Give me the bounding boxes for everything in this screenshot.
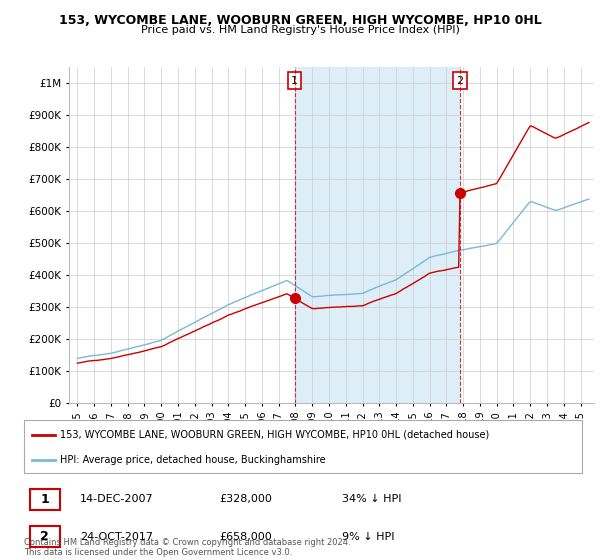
Text: 9% ↓ HPI: 9% ↓ HPI [342, 531, 395, 542]
Text: 24-OCT-2017: 24-OCT-2017 [80, 531, 153, 542]
Text: 2: 2 [456, 76, 463, 86]
Text: £658,000: £658,000 [220, 531, 272, 542]
Text: 34% ↓ HPI: 34% ↓ HPI [342, 494, 401, 504]
Text: 153, WYCOMBE LANE, WOOBURN GREEN, HIGH WYCOMBE, HP10 0HL: 153, WYCOMBE LANE, WOOBURN GREEN, HIGH W… [59, 14, 541, 27]
Bar [295, 67, 460, 403]
Text: 153, WYCOMBE LANE, WOOBURN GREEN, HIGH WYCOMBE, HP10 0HL (detached house): 153, WYCOMBE LANE, WOOBURN GREEN, HIGH W… [60, 430, 490, 440]
Text: 2: 2 [40, 530, 49, 543]
FancyBboxPatch shape [29, 489, 60, 510]
Text: 1: 1 [40, 493, 49, 506]
FancyBboxPatch shape [29, 526, 60, 547]
Text: 1: 1 [291, 76, 298, 86]
Text: Contains HM Land Registry data © Crown copyright and database right 2024.
This d: Contains HM Land Registry data © Crown c… [24, 538, 350, 557]
Text: Price paid vs. HM Land Registry's House Price Index (HPI): Price paid vs. HM Land Registry's House … [140, 25, 460, 35]
Text: £328,000: £328,000 [220, 494, 272, 504]
Text: 14-DEC-2007: 14-DEC-2007 [80, 494, 154, 504]
FancyBboxPatch shape [24, 420, 582, 473]
Text: HPI: Average price, detached house, Buckinghamshire: HPI: Average price, detached house, Buck… [60, 455, 326, 465]
